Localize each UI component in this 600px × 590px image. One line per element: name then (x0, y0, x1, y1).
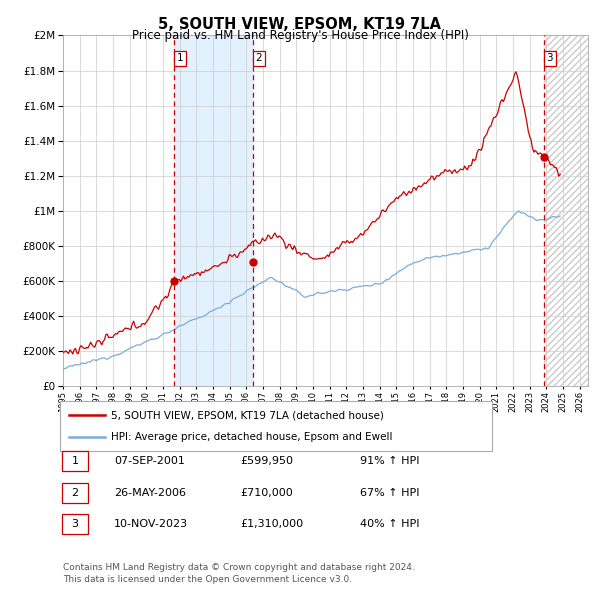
Text: 2: 2 (71, 488, 79, 497)
Text: 3: 3 (547, 53, 553, 63)
Text: 10-NOV-2023: 10-NOV-2023 (114, 519, 188, 529)
Text: £710,000: £710,000 (240, 488, 293, 497)
Text: £1,310,000: £1,310,000 (240, 519, 303, 529)
Text: 40% ↑ HPI: 40% ↑ HPI (360, 519, 419, 529)
Text: 26-MAY-2006: 26-MAY-2006 (114, 488, 186, 497)
Bar (544, 35, 588, 386)
Bar (175, 35, 253, 386)
Text: 5, SOUTH VIEW, EPSOM, KT19 7LA (detached house): 5, SOUTH VIEW, EPSOM, KT19 7LA (detached… (111, 410, 384, 420)
Text: 1: 1 (71, 457, 79, 466)
Text: Price paid vs. HM Land Registry's House Price Index (HPI): Price paid vs. HM Land Registry's House … (131, 30, 469, 42)
Text: This data is licensed under the Open Government Licence v3.0.: This data is licensed under the Open Gov… (63, 575, 352, 584)
Text: 07-SEP-2001: 07-SEP-2001 (114, 457, 185, 466)
Text: HPI: Average price, detached house, Epsom and Ewell: HPI: Average price, detached house, Epso… (111, 432, 392, 442)
Text: 91% ↑ HPI: 91% ↑ HPI (360, 457, 419, 466)
Text: 1: 1 (177, 53, 184, 63)
Text: Contains HM Land Registry data © Crown copyright and database right 2024.: Contains HM Land Registry data © Crown c… (63, 563, 415, 572)
Text: 5, SOUTH VIEW, EPSOM, KT19 7LA: 5, SOUTH VIEW, EPSOM, KT19 7LA (158, 17, 442, 31)
Bar (544, 35, 588, 386)
Text: £599,950: £599,950 (240, 457, 293, 466)
Text: 67% ↑ HPI: 67% ↑ HPI (360, 488, 419, 497)
Text: 2: 2 (256, 53, 262, 63)
Text: 3: 3 (71, 519, 79, 529)
